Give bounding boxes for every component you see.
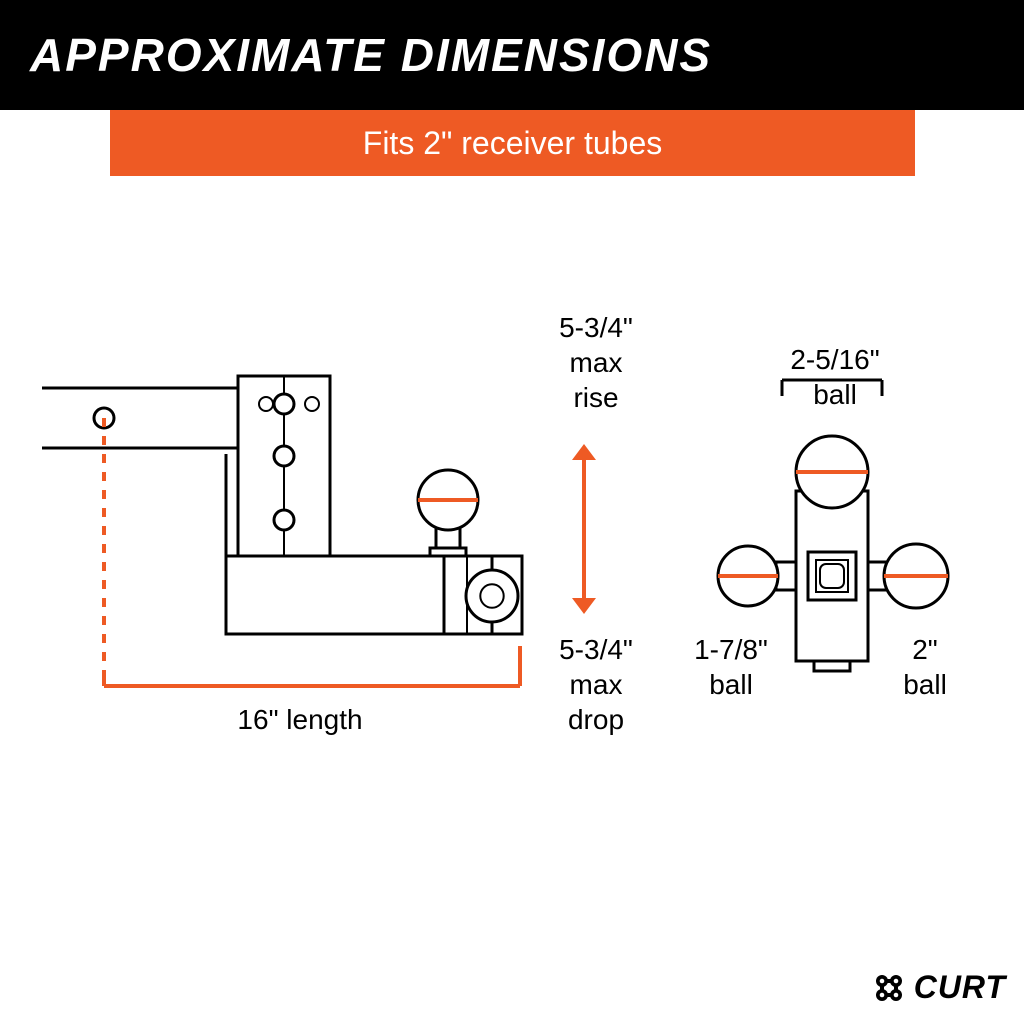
dimension-diagram — [0, 0, 1024, 1024]
label-max-rise: 5-3/4"maxrise — [536, 310, 656, 415]
brand-logo: CURT — [872, 969, 1006, 1006]
label-max-drop: 5-3/4"maxdrop — [536, 632, 656, 737]
label-ball-top: 2-5/16"ball — [770, 342, 900, 412]
brand-logo-icon — [872, 971, 906, 1005]
label-ball-left: 1-7/8"ball — [666, 632, 796, 702]
label-length: 16" length — [190, 702, 410, 737]
brand-logo-text: CURT — [914, 969, 1006, 1006]
label-ball-right: 2"ball — [870, 632, 980, 702]
